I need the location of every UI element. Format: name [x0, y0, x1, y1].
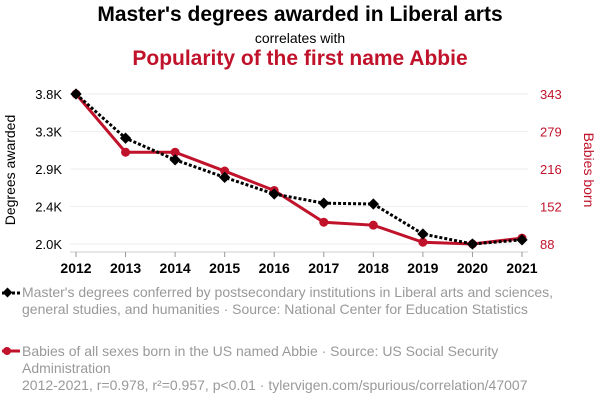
chart-title: Master's degrees awarded in Liberal arts [97, 3, 503, 26]
series-2-point [319, 217, 329, 227]
y2-tick-label: 216 [540, 162, 562, 177]
x-tick-label: 2012 [60, 260, 91, 276]
x-tick-label: 2018 [358, 260, 389, 276]
legend-label-2: Babies of all sexes born in the US named… [22, 343, 499, 376]
x-tick-label: 2013 [110, 260, 141, 276]
legend-series-1: Master's degrees conferred by postsecond… [22, 284, 582, 318]
series-2-point [418, 237, 428, 247]
x-tick-label: 2014 [160, 260, 191, 276]
series-1-point [169, 154, 181, 166]
x-tick-label: 2017 [308, 260, 339, 276]
y2-tick-label: 152 [540, 200, 562, 215]
series-2-point [368, 220, 378, 230]
series-2-point [121, 147, 131, 157]
series-1-point [516, 234, 528, 246]
y-axis-label: Degrees awarded [2, 115, 18, 226]
legend-label-1: Master's degrees conferred by postsecond… [22, 284, 554, 317]
y-tick-label: 2.4K [35, 200, 62, 215]
series-1-point [417, 228, 429, 240]
series-1-point [318, 197, 330, 209]
x-tick-label: 2020 [457, 260, 488, 276]
chart-subtitle: correlates with [254, 30, 346, 46]
series-1-line [75, 92, 523, 246]
series-1-point [367, 198, 379, 210]
x-tick-label: 2015 [209, 260, 240, 276]
y-tick-label: 2.0K [35, 237, 62, 252]
series-2-line [74, 93, 523, 246]
x-tick-label: 2016 [259, 260, 290, 276]
x-tick-label: 2019 [407, 260, 438, 276]
series-1-point [268, 188, 280, 200]
legend-marker-2 [3, 347, 11, 355]
series-1-point [219, 171, 231, 183]
series-1-point [466, 238, 479, 250]
footer: 2012-2021, r=0.978, r²=0.957, p<0.01 · t… [22, 377, 528, 393]
chart-title-2: Popularity of the first name Abbie [132, 47, 468, 70]
series-2-point [220, 166, 230, 176]
y-tick-label: 3.8K [35, 87, 62, 102]
y2-tick-label: 88 [540, 237, 554, 252]
y2-tick-label: 279 [540, 125, 562, 140]
y2-tick-label: 343 [540, 87, 562, 102]
legend-series-2: Babies of all sexes born in the US named… [22, 343, 582, 377]
y-tick-label: 2.9K [35, 162, 62, 177]
x-tick-label: 2021 [506, 260, 537, 276]
series-2-point [170, 147, 180, 157]
y-tick-label: 3.3K [35, 125, 62, 140]
legend-marker-1 [2, 287, 13, 298]
y2-axis-label: Babies born [581, 133, 597, 208]
